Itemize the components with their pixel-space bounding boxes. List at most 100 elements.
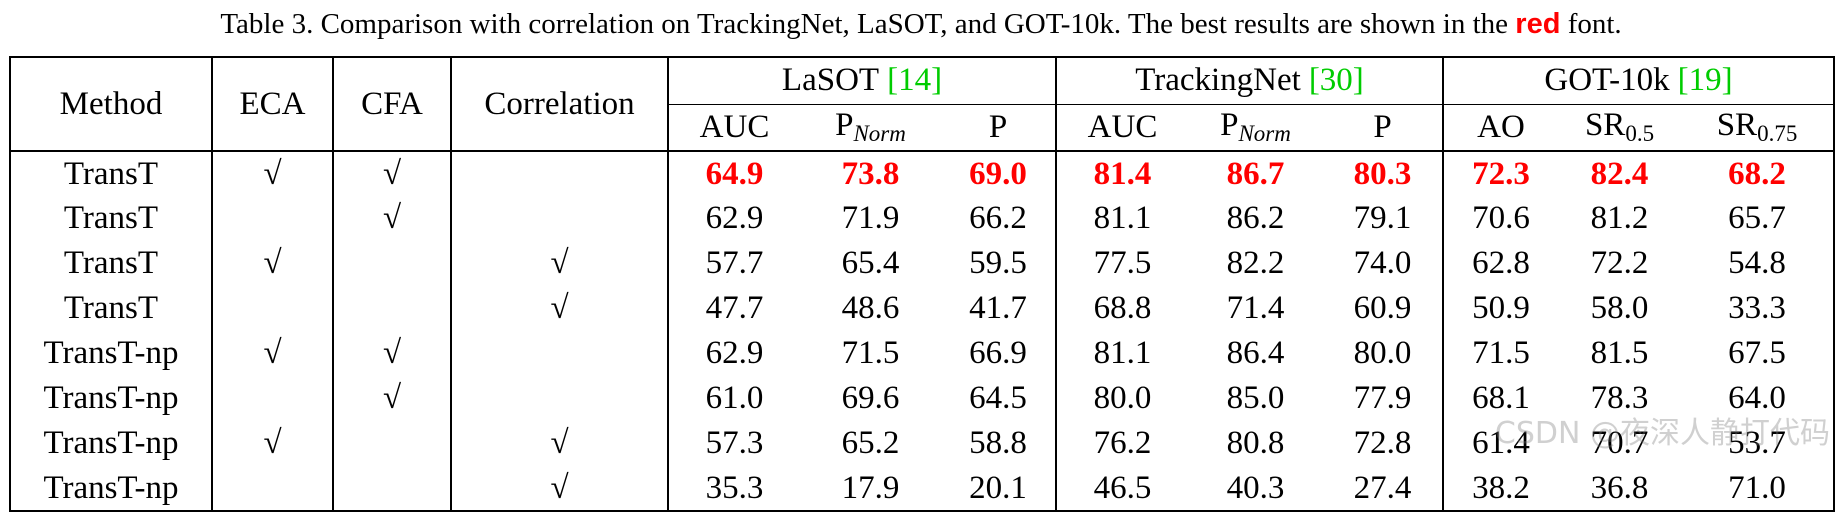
check-cell: √ — [211, 241, 333, 286]
subcolumn-main: AO — [1477, 108, 1525, 145]
value-cell: 35.3 — [667, 466, 800, 512]
method-name: TransT — [63, 245, 159, 281]
value-cell: 74.0 — [1353, 245, 1412, 281]
subcolumn-sub: 0.75 — [1757, 121, 1798, 147]
subcolumn-main: SR — [1584, 107, 1626, 144]
value-cell: 71.0 — [1681, 466, 1835, 512]
subcolumn-header: AO — [1442, 104, 1558, 152]
check-cell: √ — [450, 421, 668, 466]
group-ref: [19] — [1677, 62, 1733, 99]
check-cell — [211, 466, 333, 512]
value-cell: 71.9 — [841, 200, 900, 236]
value-cell: 62.9 — [667, 331, 800, 376]
value-cell: 65.4 — [841, 245, 900, 281]
check-cell: √ — [211, 331, 333, 376]
group-ref: [30] — [1308, 62, 1364, 99]
checkmark: √ — [263, 245, 282, 281]
method-cell: TransT — [9, 151, 212, 196]
subcolumn-header: AUC — [1055, 104, 1188, 152]
check-cell: √ — [211, 421, 333, 466]
subcolumn-sub: 0.5 — [1625, 121, 1655, 147]
value-cell: 57.7 — [667, 241, 800, 286]
results-table: Method ECA CFA Correlation LaSOT [14] Tracking… — [9, 56, 1835, 512]
value-cell: 76.2 — [1055, 421, 1188, 466]
method-cell: TransT-np — [9, 466, 212, 512]
subcolumn-main: P — [835, 107, 854, 144]
method-name: TransT-np — [43, 380, 179, 416]
column-header: Correlation — [450, 56, 668, 152]
check-cell — [332, 421, 451, 466]
data-row: TransT √ √ 57.7 65.4 59.5 77.5 82.2 74.0 62.8 72.2… — [9, 241, 1835, 286]
value-cell: 68.1 — [1442, 376, 1558, 421]
method-cell: TransT — [9, 196, 212, 241]
value-cell: 81.5 — [1590, 335, 1649, 371]
value-cell: 17.9 — [800, 466, 941, 512]
column-header: Method — [9, 56, 212, 152]
subcolumn-main: SR — [1716, 107, 1758, 144]
group-name: LaSOT — [781, 62, 880, 99]
value-cell: 61.0 — [667, 376, 800, 421]
caption-end: font. — [1567, 8, 1622, 40]
data-row: TransT-np √ 35.3 17.9 20.1 46.5 40.3 27.4 38.2 36… — [9, 466, 1835, 512]
value-cell: 57.3 — [667, 421, 800, 466]
value-cell: 70.7 — [1590, 425, 1649, 461]
check-cell: √ — [450, 241, 668, 286]
value-cell: 53.7 — [1681, 421, 1835, 466]
value-cell: 46.5 — [1055, 466, 1188, 512]
check-cell — [332, 466, 451, 512]
value-cell: 40.3 — [1188, 466, 1323, 512]
value-cell: 54.8 — [1681, 241, 1835, 286]
value-cell: 68.2 — [1681, 151, 1835, 196]
group-header: GOT-10k [19] — [1442, 56, 1835, 105]
value-cell: 47.7 — [667, 286, 800, 331]
value-cell: 64.5 — [969, 380, 1027, 416]
checkmark: √ — [263, 335, 282, 371]
checkmark: √ — [550, 469, 569, 506]
check-cell: √ — [450, 286, 668, 331]
value-cell: 67.5 — [1681, 331, 1835, 376]
value-cell: 60.9 — [1353, 290, 1412, 326]
value-cell: 81.2 — [1590, 200, 1649, 236]
check-cell — [450, 376, 668, 421]
value-cell: 81.1 — [1055, 331, 1188, 376]
value-cell: 64.9 — [667, 151, 800, 196]
subcolumn-main: P — [1220, 107, 1239, 144]
value-cell: 80.8 — [1226, 425, 1285, 461]
value-cell: 50.9 — [1442, 286, 1558, 331]
check-cell — [332, 241, 451, 286]
checkmark: √ — [382, 335, 402, 371]
method-cell: TransT — [9, 241, 212, 286]
data-row: TransT-np √ 61.0 69.6 64.5 80.0 85.0 77.9 68.1 78… — [9, 376, 1835, 421]
value-cell: 80.0 — [1055, 376, 1188, 421]
caption-text: Table 3. Comparison with correlation on … — [220, 8, 1509, 40]
subcolumn-header: P — [1323, 104, 1443, 152]
check-cell: √ — [332, 331, 451, 376]
value-cell: 71.5 — [841, 335, 900, 371]
subcolumn-main: AUC — [699, 108, 770, 145]
group-ref: [14] — [887, 62, 943, 99]
method-name: TransT — [63, 200, 159, 236]
value-cell: 81.4 — [1055, 151, 1188, 196]
data-row: TransT √ 47.7 48.6 41.7 68.8 71.4 60.9 50.9 58.0 3… — [9, 286, 1835, 331]
subcolumn-header: AUC — [667, 104, 800, 152]
value-cell: 59.5 — [969, 245, 1027, 281]
value-cell: 80.3 — [1353, 155, 1412, 192]
check-cell — [332, 286, 451, 331]
value-cell: 82.2 — [1226, 245, 1285, 281]
check-cell: √ — [332, 151, 451, 196]
check-cell: √ — [332, 196, 451, 241]
value-cell: 78.3 — [1590, 380, 1649, 416]
method-cell: TransT — [9, 286, 212, 331]
value-cell: 65.7 — [1681, 196, 1835, 241]
subheader-row: AUC PNorm P AUC PNorm P AO SR0.5 SR0.75 — [10, 104, 1835, 152]
checkmark: √ — [382, 200, 402, 236]
value-cell: 38.2 — [1442, 466, 1558, 512]
check-cell: √ — [211, 151, 333, 196]
method-cell: TransT-np — [9, 331, 212, 376]
value-cell: 77.9 — [1353, 380, 1412, 416]
value-cell: 71.4 — [1226, 290, 1285, 326]
group-header: TrackingNet [30] — [1055, 56, 1443, 105]
group-name: TrackingNet — [1135, 62, 1301, 99]
column-header: CFA — [332, 56, 451, 152]
